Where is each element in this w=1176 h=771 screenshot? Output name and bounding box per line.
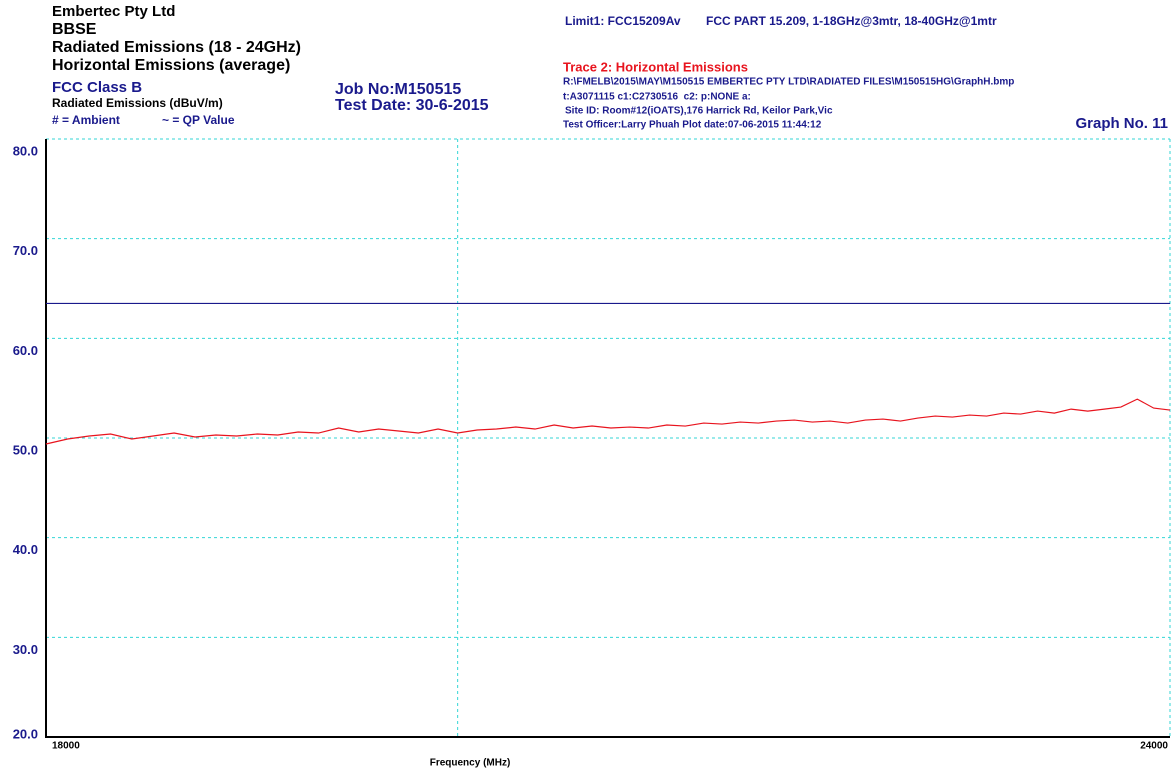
graph-no: Graph No. 11 (1075, 115, 1168, 132)
y-tick-label: 60.0 (13, 343, 38, 358)
company: Embertec Pty Ltd (52, 3, 175, 20)
class: FCC Class B (52, 79, 142, 96)
officer: Test Officer:Larry Phuah Plot date:07-06… (563, 120, 822, 131)
series-line (45, 398, 1171, 445)
y-tick-label: 40.0 (13, 542, 38, 557)
polarization: Horizontal Emissions (average) (52, 57, 290, 74)
product: BBSE (52, 21, 97, 38)
limit-desc: FCC PART 15.209, 1-18GHz@3mtr, 18-40GHz@… (706, 14, 997, 28)
y-tick-label: 50.0 (13, 442, 38, 457)
y-tick-label: 30.0 (13, 642, 38, 657)
legend-qp: ~ = QP Value (162, 113, 235, 127)
test: Radiated Emissions (18 - 24GHz) (52, 39, 301, 56)
y-tick-label: 80.0 (13, 143, 38, 158)
legend-ambient: # = Ambient (52, 113, 120, 127)
y-tick-label: 20.0 (13, 726, 38, 741)
trace-file: R:\FMELB\2015\MAY\M150515 EMBERTEC PTY L… (563, 77, 1014, 88)
job-no: Job No:M150515 (335, 81, 461, 98)
x-tick-label: 18000 (52, 741, 80, 752)
y-tick-label: 70.0 (13, 243, 38, 258)
trace-info: t:A3071115 c1:C2730516 c2: p:NONE a: (563, 92, 751, 103)
y-label: Radiated Emissions (dBuV/m) (52, 96, 223, 110)
x-label: Frequency (MHz) (430, 758, 511, 769)
site: Site ID: Room#12(iOATS),176 Harrick Rd, … (565, 106, 833, 117)
x-tick-label: 24000 (1140, 741, 1168, 752)
limit-label: Limit1: FCC15209Av (565, 14, 681, 28)
trace-title: Trace 2: Horizontal Emissions (563, 59, 748, 74)
test-date: Test Date: 30-6-2015 (335, 97, 489, 114)
